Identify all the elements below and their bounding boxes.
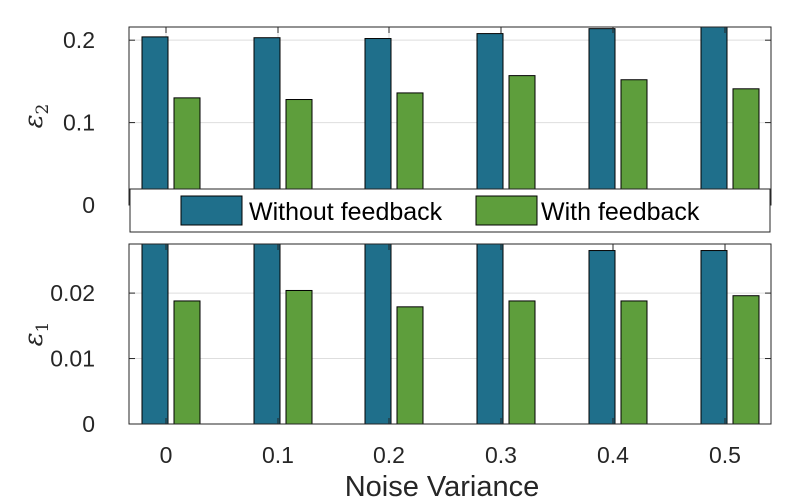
xtick-label: 0 (160, 442, 173, 468)
top-bars (141, 27, 760, 205)
top-bar-with-feedback-5 (732, 88, 760, 205)
bottom-bars (141, 244, 760, 424)
bottom-bar-without-feedback-3 (476, 244, 504, 424)
legend-swatch-with-feedback (475, 195, 538, 226)
bottom-bar-with-feedback-2 (396, 306, 424, 424)
top-bar-with-feedback-1 (285, 99, 313, 205)
bottom-ytick-label: 0.01 (50, 346, 95, 372)
top-bar-with-feedback-3 (508, 75, 536, 205)
legend-label-with-feedback: With feedback (541, 198, 700, 226)
bottom-bar-with-feedback-5 (732, 295, 760, 424)
bottom-bar-without-feedback-5 (700, 250, 728, 424)
top-bar-without-feedback-4 (588, 28, 616, 205)
bottom-bar-with-feedback-4 (620, 300, 648, 424)
bottom-ytick-label: 0 (82, 411, 95, 437)
xtick-label: 0.1 (262, 442, 294, 468)
top-ylabel-symbol: ε (19, 114, 49, 128)
bottom-bar-without-feedback-0 (141, 244, 169, 424)
xtick-label: 0.2 (373, 442, 405, 468)
top-bar-without-feedback-0 (141, 36, 169, 205)
bottom-bar-without-feedback-4 (588, 250, 616, 424)
top-bar-without-feedback-1 (253, 37, 281, 205)
top-ylabel-subscript: 2 (33, 104, 53, 115)
bottom-bar-with-feedback-1 (285, 289, 313, 424)
top-ytick-label: 0 (82, 192, 95, 218)
top-bar-without-feedback-3 (476, 33, 504, 205)
legend-label-without-feedback: Without feedback (249, 198, 443, 226)
bottom-bar-without-feedback-2 (364, 244, 392, 424)
top-ytick-label: 0.2 (63, 27, 95, 53)
xtick-label: 0.3 (485, 442, 517, 468)
bottom-ylabel: ε1 (19, 322, 53, 347)
bottom-bar-with-feedback-3 (508, 300, 536, 424)
bottom-ylabel-subscript: 1 (33, 322, 53, 333)
bottom-axes-box (128, 243, 772, 425)
xlabel: Noise Variance (345, 471, 540, 502)
bottom-ylabel-symbol: ε (19, 332, 49, 346)
top-plot-area (129, 27, 771, 205)
top-ytick-label: 0.1 (63, 110, 95, 136)
top-ylabel: ε2 (19, 104, 53, 129)
bottom-plot-area (129, 244, 771, 424)
top-panel: 0 0.1 0.2 ε2 (19, 26, 772, 218)
legend-swatch-without-feedback (180, 195, 243, 226)
top-bar-without-feedback-5 (700, 27, 728, 205)
top-bar-without-feedback-2 (364, 38, 392, 205)
top-bar-with-feedback-2 (396, 92, 424, 205)
bottom-ytick-label: 0.02 (50, 280, 95, 306)
xtick-label: 0.4 (597, 442, 629, 468)
bottom-bar-without-feedback-1 (253, 244, 281, 424)
xtick-label: 0.5 (709, 442, 741, 468)
top-bar-with-feedback-0 (173, 97, 201, 205)
legend: Without feedback With feedback (129, 188, 771, 233)
bottom-panel: 0 0.01 0.02 ε1 0 0.1 0.2 0.3 0.4 0.5 Noise Varianc… (19, 243, 772, 502)
bottom-bar-with-feedback-0 (173, 300, 201, 424)
top-bar-with-feedback-4 (620, 79, 648, 205)
